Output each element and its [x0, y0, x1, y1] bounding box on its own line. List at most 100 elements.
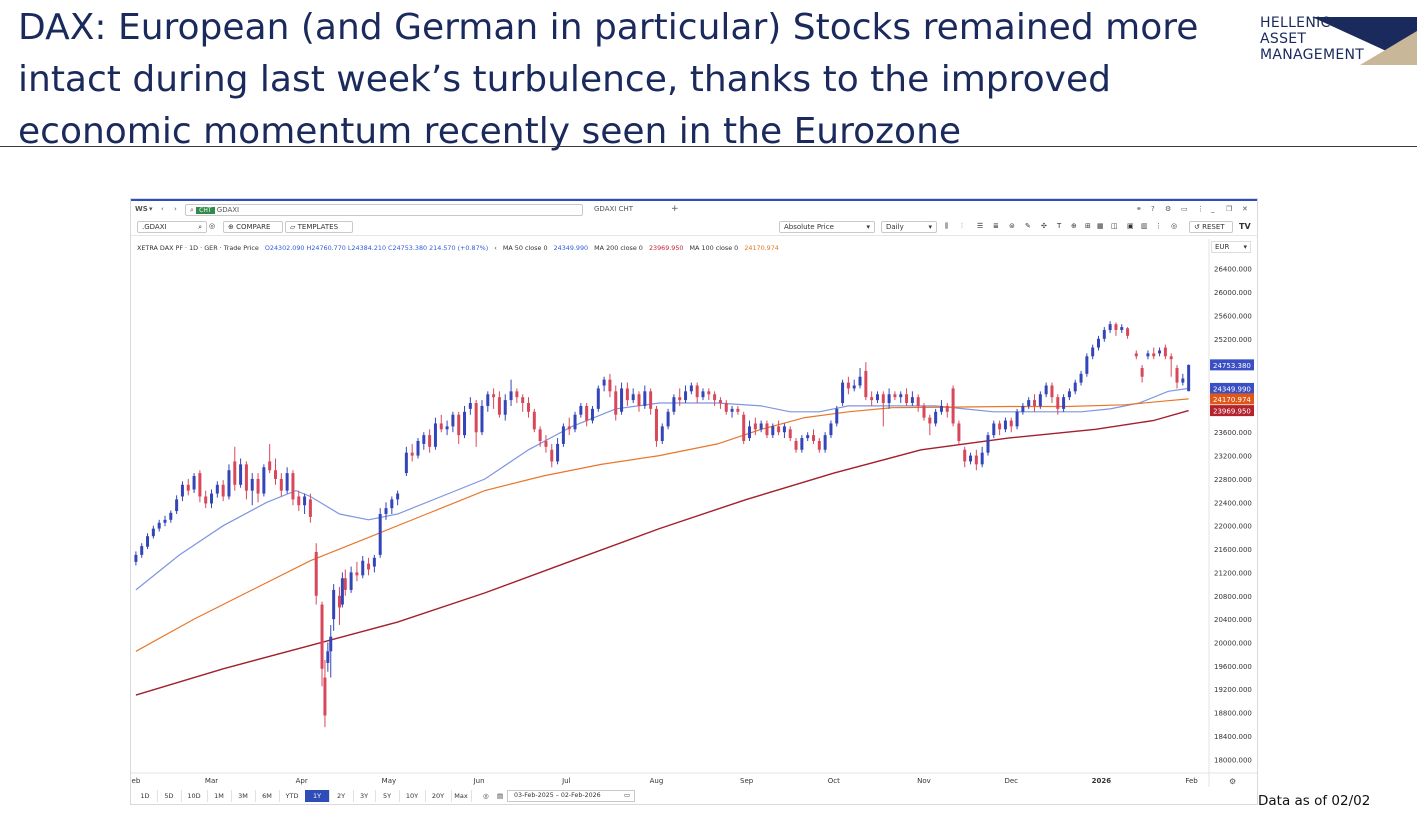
lines-icon[interactable]: ≣ — [993, 222, 999, 230]
templates-button[interactable]: ▱ TEMPLATES — [285, 221, 353, 233]
target-icon[interactable]: ◎ — [483, 792, 489, 800]
range-button-5d[interactable]: 5D — [157, 790, 182, 802]
y-tick-label: 26400.000 — [1214, 266, 1252, 274]
interval-value: Daily — [886, 223, 904, 231]
bars-icon[interactable]: ⫶ — [961, 222, 963, 230]
candle-up — [1027, 400, 1031, 406]
text-tool-icon[interactable]: T — [1057, 222, 1062, 230]
candle-down — [695, 385, 699, 398]
window-icon[interactable]: ▭ — [1181, 205, 1188, 213]
security-input[interactable]: ⌕ CHT GDAXI — [185, 204, 583, 216]
new-tab-icon[interactable]: + — [671, 204, 679, 214]
ws-label[interactable]: WS — [135, 205, 148, 213]
settings-icon[interactable]: ⚙ — [1165, 205, 1172, 213]
range-button-ytd[interactable]: YTD — [279, 790, 306, 802]
range-button-20y[interactable]: 20Y — [425, 790, 452, 802]
candle-down — [320, 604, 324, 669]
candle-up — [285, 473, 289, 491]
list-icon[interactable]: ☰ — [977, 222, 984, 230]
range-button-max[interactable]: Max — [451, 790, 472, 802]
logo-line-2: ASSET — [1260, 31, 1307, 47]
ticker-box[interactable]: .GDAXI ⌕ — [137, 221, 207, 233]
candle-up — [1079, 373, 1083, 383]
reset-button[interactable]: ↺ RESET — [1189, 221, 1233, 233]
crosshair-icon[interactable]: ✣ — [1041, 222, 1047, 230]
candle-down — [1114, 324, 1118, 331]
price-type-select[interactable]: Absolute Price ▾ — [779, 221, 875, 233]
date-range-input[interactable]: 03-Feb-2025 – 02-Feb-2026 ▭ — [507, 790, 635, 802]
x-tick-label: May — [382, 777, 396, 785]
candles-icon[interactable]: ⫼ — [945, 222, 949, 230]
candle-up — [835, 408, 839, 424]
calendar-toggle-icon[interactable]: ▤ — [497, 792, 504, 800]
candle-down — [256, 478, 260, 494]
range-button-5y[interactable]: 5Y — [375, 790, 400, 802]
minimize-icon[interactable]: _ — [1211, 205, 1215, 213]
candle-down — [532, 411, 536, 430]
link-icon[interactable]: ⚭ — [1136, 205, 1142, 213]
candle-up — [390, 499, 394, 509]
close-icon[interactable]: ✕ — [1242, 205, 1248, 213]
target-icon[interactable]: ◎ — [209, 222, 216, 230]
candle-up — [1038, 394, 1042, 406]
layout-icon[interactable]: ◫ — [1111, 222, 1118, 230]
forward-icon[interactable]: › — [174, 205, 177, 213]
candle-down — [922, 405, 926, 418]
tab-gdaxi-cht[interactable]: GDAXI CHT — [594, 205, 633, 213]
price-chart[interactable]: 18000.000 18400.000 18800.000 19200.000 1960… — [131, 199, 1257, 789]
x-tick-label: Nov — [917, 777, 931, 785]
candle-up — [620, 388, 624, 412]
slide-title: DAX: European (and German in particular)… — [18, 7, 1199, 152]
price-tag-label: 24349.990 — [1213, 385, 1251, 393]
range-button-2y[interactable]: 2Y — [329, 790, 354, 802]
y-tick-label: 25600.000 — [1214, 312, 1252, 320]
table-icon[interactable]: ▦ — [1097, 222, 1104, 230]
range-button-6m[interactable]: 6M — [255, 790, 280, 802]
chevron-down-icon[interactable]: ▾ — [149, 205, 153, 213]
legend-ma200-value: 23969.950 — [648, 244, 684, 252]
y-tick-label: 25200.000 — [1214, 336, 1252, 344]
candle-up — [969, 455, 973, 462]
save-icon[interactable]: ▣ — [1127, 222, 1134, 230]
draw-icon[interactable]: ✎ — [1025, 222, 1031, 230]
grid-icon[interactable]: ⊞ — [1085, 222, 1091, 230]
range-button-10y[interactable]: 10Y — [399, 790, 426, 802]
range-button-1d[interactable]: 1D — [133, 790, 158, 802]
candle-up — [180, 484, 184, 497]
candle-down — [614, 391, 618, 415]
zoom-icon[interactable]: ⊕ — [1071, 222, 1077, 230]
candle-down — [905, 394, 909, 404]
range-button-3y[interactable]: 3Y — [353, 790, 376, 802]
help-icon[interactable]: ? — [1151, 205, 1155, 213]
candle-up — [468, 403, 472, 409]
back-icon[interactable]: ‹ — [161, 205, 164, 213]
range-button-1m[interactable]: 1M — [207, 790, 232, 802]
indicator-icon[interactable]: ⊜ — [1009, 222, 1015, 230]
legend-collapse-icon[interactable]: ‹ — [494, 244, 497, 252]
target-icon[interactable]: ◎ — [1171, 222, 1178, 230]
candle-down — [736, 408, 740, 412]
candle-down — [233, 461, 237, 485]
candle-up — [163, 519, 167, 523]
candle-up — [684, 391, 688, 401]
ticker-value: .GDAXI — [142, 223, 167, 231]
more-icon[interactable]: ⋮ — [1197, 205, 1204, 213]
range-button-10d[interactable]: 10D — [181, 790, 208, 802]
interval-select[interactable]: Daily ▾ — [881, 221, 937, 233]
range-button-1y[interactable]: 1Y — [305, 790, 330, 802]
range-button-3m[interactable]: 3M — [231, 790, 256, 802]
candle-down — [550, 449, 554, 462]
y-tick-label: 19200.000 — [1214, 686, 1252, 694]
candle-down — [713, 394, 717, 401]
restore-icon[interactable]: ❐ — [1226, 205, 1233, 213]
currency-select[interactable]: EUR ▾ — [1211, 241, 1251, 253]
options-icon[interactable]: ⋮ — [1155, 222, 1162, 230]
candle-down — [244, 464, 248, 491]
candle-up — [643, 391, 647, 406]
chart-type-icon[interactable]: ▥ — [1141, 222, 1148, 230]
candle-up — [590, 408, 594, 421]
y-tick-label: 19600.000 — [1214, 663, 1252, 671]
candle-up — [1073, 382, 1077, 392]
chevron-down-icon: ▾ — [928, 223, 932, 231]
compare-button[interactable]: ⊕ COMPARE — [223, 221, 283, 233]
